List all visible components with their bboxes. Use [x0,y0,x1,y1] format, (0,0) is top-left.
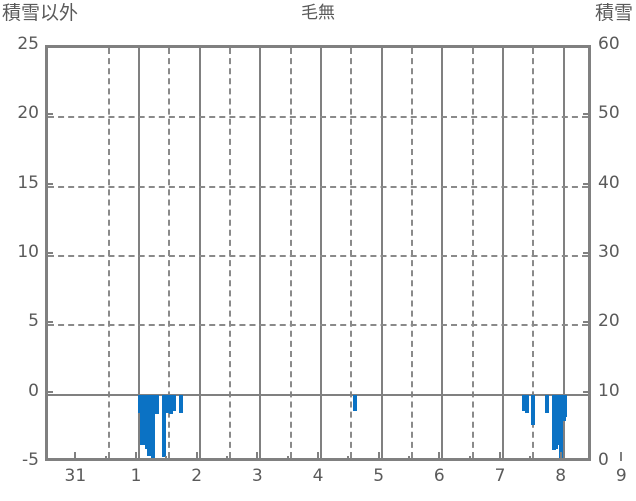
y-axis-right-tick-label: 10 [598,380,620,401]
grid-line-horizontal [48,185,588,188]
x-tick-mark [135,452,137,461]
grid-line-minor [107,48,110,458]
x-axis-tick-label: 2 [191,466,203,486]
grid-line-minor [168,48,171,458]
x-tick-mark [226,456,228,461]
y-tick-mark [583,182,591,185]
x-tick-mark [408,456,410,461]
grid-line-major [380,48,383,458]
x-axis-tick-label: 1 [130,466,142,486]
x-axis-tick-label: 9 [615,466,627,486]
y-axis-right-tick-label: 60 [598,34,620,54]
x-axis-tick-label: 7 [494,466,506,486]
y-axis-left-tick-label: 10 [17,242,39,262]
x-tick-mark [620,452,623,461]
chart-title: 毛無 [301,3,335,23]
x-tick-mark [286,456,289,461]
grid-line-minor [289,48,292,458]
x-axis-tick-label: 3 [251,466,263,486]
x-axis-tick-label: 8 [555,466,567,486]
grid-line-major [198,48,201,458]
x-tick-mark [74,452,77,461]
y-axis-right-tick-label: 20 [598,311,620,332]
grid-line-major [562,48,565,458]
bar [165,394,170,413]
bar [161,394,166,458]
y-tick-mark [45,321,53,324]
y-axis-right-tick-label: 0 [598,450,609,470]
grid-line-minor [411,48,413,458]
grid-line-minor [532,48,535,458]
y-axis-left-tick-label: 25 [17,34,39,54]
bar [563,394,568,417]
grid-line-horizontal [48,116,588,119]
grid-line-minor [471,48,474,458]
y-axis-right-tick-label: 50 [598,103,620,124]
y-tick-mark [45,182,53,185]
y-axis-left-tick-label: -5 [22,450,39,470]
x-tick-mark [347,456,350,461]
x-axis-tick-label: 31 [64,466,87,486]
bar [179,394,184,413]
x-axis-tick-label: 6 [433,466,445,486]
x-tick-mark [529,456,532,461]
grid-line-major [259,48,262,458]
y-tick-mark [583,390,591,393]
plot-inner [48,48,588,458]
y-tick-mark [45,252,53,254]
y-tick-mark [583,252,591,254]
left-axis-title: 積雪以外 [2,2,79,24]
bar [559,394,564,458]
x-tick-mark [317,452,319,461]
x-tick-mark [468,456,471,461]
y-axis-left-tick-label: 0 [28,380,39,401]
zero-line [48,393,588,396]
grid-line-major [502,48,504,458]
x-tick-mark [165,456,168,461]
y-axis-right-tick-label: 40 [598,172,620,193]
y-axis-right-tick-label: 30 [598,242,620,262]
x-tick-mark [256,452,259,461]
grid-line-major [441,48,444,458]
grid-line-major [320,48,322,458]
x-axis-tick-label: 5 [373,466,385,486]
x-tick-mark [438,452,441,461]
bar [154,394,159,415]
y-axis-left-tick-label: 5 [28,311,39,332]
bar [172,394,177,412]
bar [545,394,550,413]
bar [521,394,526,412]
grid-line-minor [350,48,353,458]
plot-area [45,45,591,461]
x-tick-mark [499,452,501,461]
x-tick-mark [195,452,198,461]
bar [150,394,155,458]
y-tick-mark [583,113,591,116]
x-tick-mark [559,452,562,461]
y-axis-left-tick-label: 20 [17,103,39,124]
right-axis-title: 積雪 [594,2,633,24]
y-axis-left-tick-label: 15 [17,172,39,193]
grid-line-major [138,48,140,458]
bar [352,394,357,412]
x-tick-mark [377,452,380,461]
y-tick-mark [45,113,53,116]
y-tick-mark [45,390,53,393]
grid-line-horizontal [48,324,588,327]
grid-line-horizontal [48,255,588,257]
bar [530,394,535,426]
bar [169,394,174,415]
bar [525,394,530,413]
grid-line-minor [229,48,231,458]
y-tick-mark [583,321,591,324]
x-tick-mark [104,456,107,461]
x-axis-tick-label: 4 [312,466,324,486]
